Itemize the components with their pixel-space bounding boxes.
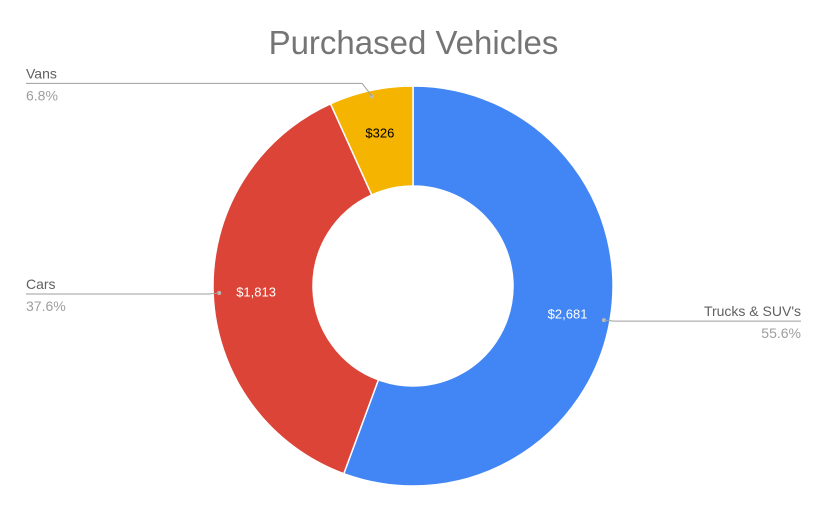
value-label-trucks-suv-s: $2,681 (548, 307, 588, 322)
legend-percent-vans: 6.8% (26, 87, 58, 103)
callout-line-cars (26, 292, 220, 295)
callout-cars: Cars 37.6% (26, 276, 222, 314)
legend-percent-cars: 37.6% (26, 298, 66, 314)
callout-trucks-suv-s: Trucks & SUV's 55.6% (601, 303, 801, 341)
legend-label-cars: Cars (26, 276, 56, 292)
slice-trucks-suv-s[interactable] (342, 85, 614, 487)
callout-line-vans (26, 82, 373, 97)
slice-vans[interactable] (329, 85, 414, 196)
legend-percent-trucks-suv-s: 55.6% (761, 325, 801, 341)
legend-label-trucks-suv-s: Trucks & SUV's (704, 303, 801, 319)
callout-line-trucks-suv-s (603, 319, 801, 322)
chart-title: Purchased Vehicles (268, 24, 559, 61)
slice-cars[interactable] (212, 102, 380, 475)
value-label-cars: $1,813 (236, 285, 276, 300)
value-label-vans: $326 (365, 126, 394, 141)
callout-vans: Vans 6.8% (26, 65, 375, 103)
legend-label-vans: Vans (26, 65, 57, 81)
